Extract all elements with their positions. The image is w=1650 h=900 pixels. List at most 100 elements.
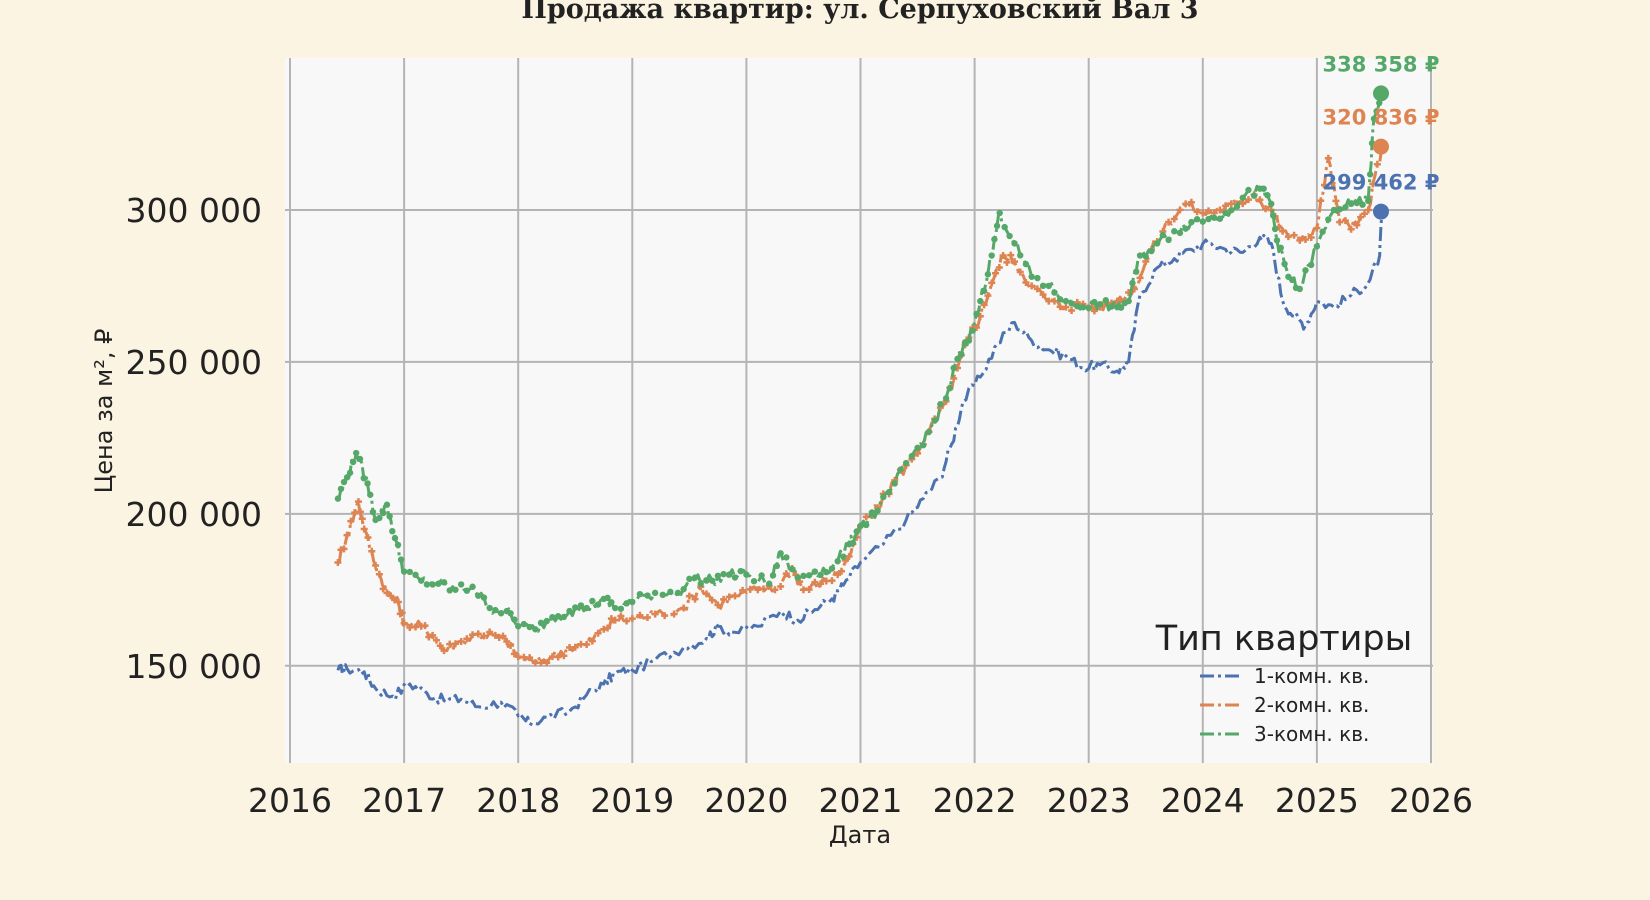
data-point xyxy=(999,252,1007,260)
data-point xyxy=(340,478,348,486)
data-point xyxy=(680,585,687,593)
legend-label: 3-комн. кв. xyxy=(1254,722,1369,746)
data-point xyxy=(674,589,682,597)
data-point xyxy=(611,616,619,624)
data-point xyxy=(973,310,980,318)
data-point xyxy=(1117,304,1125,311)
data-point xyxy=(515,623,522,630)
data-point xyxy=(680,604,688,612)
data-point xyxy=(379,509,387,517)
data-point xyxy=(1022,279,1030,287)
data-point xyxy=(1028,282,1036,290)
data-point xyxy=(1364,206,1372,214)
data-point xyxy=(988,279,996,287)
data-point xyxy=(394,598,402,606)
data-point xyxy=(739,586,747,594)
data-point xyxy=(507,610,514,617)
data-point xyxy=(1277,244,1284,251)
x-tick-labels: 2016 2017 2018 2019 2020 2021 2022 2023 2024 2025… xyxy=(248,781,1473,820)
data-point xyxy=(1199,218,1207,225)
data-point xyxy=(594,629,602,637)
data-point xyxy=(995,263,1003,271)
data-point xyxy=(1366,171,1374,178)
data-point xyxy=(731,592,739,600)
data-point xyxy=(604,594,611,602)
data-point xyxy=(537,619,545,627)
data-point xyxy=(1321,181,1329,189)
data-point xyxy=(1342,204,1349,211)
y-tick-label: 150 000 xyxy=(126,647,262,686)
data-point xyxy=(1182,225,1189,232)
data-point xyxy=(499,632,507,640)
data-point xyxy=(731,574,739,581)
data-point xyxy=(980,301,988,309)
data-point xyxy=(577,602,585,609)
data-point xyxy=(397,556,405,563)
data-point xyxy=(823,568,830,576)
data-point xyxy=(1239,200,1247,208)
data-point xyxy=(526,654,534,662)
data-point xyxy=(583,640,591,648)
data-point xyxy=(372,561,380,569)
data-point xyxy=(1001,223,1008,231)
data-point xyxy=(1273,237,1281,244)
data-point xyxy=(817,571,824,579)
legend-items: 1-комн. кв. 2-комн. кв. 3-комн. кв. xyxy=(1200,664,1369,746)
data-point xyxy=(629,598,636,606)
data-point xyxy=(891,480,898,487)
data-point xyxy=(984,271,992,278)
data-point xyxy=(777,550,784,557)
data-point xyxy=(885,488,893,496)
data-point xyxy=(937,400,944,408)
x-tick-label: 2023 xyxy=(1047,781,1131,820)
x-axis-label: Дата xyxy=(829,821,891,849)
data-point xyxy=(1357,213,1365,221)
data-point xyxy=(750,578,758,585)
data-point xyxy=(367,491,374,498)
data-point xyxy=(368,547,376,555)
x-tick-label: 2017 xyxy=(362,781,446,820)
data-point xyxy=(1170,215,1178,223)
data-point xyxy=(902,459,910,467)
data-point xyxy=(400,619,408,627)
data-point xyxy=(532,626,539,633)
data-point xyxy=(1288,276,1296,284)
data-point xyxy=(469,583,476,590)
end-value-label: 299 462 ₽ xyxy=(1323,171,1440,195)
data-point xyxy=(497,610,505,617)
data-point xyxy=(794,574,801,581)
data-point xyxy=(503,637,511,645)
data-point xyxy=(436,642,444,650)
data-point xyxy=(446,587,453,594)
data-point xyxy=(495,633,503,641)
data-point xyxy=(950,364,957,372)
data-point xyxy=(358,515,366,523)
data-point xyxy=(1313,224,1321,232)
data-point xyxy=(988,252,995,259)
data-point xyxy=(965,337,973,344)
data-point xyxy=(1365,197,1372,205)
legend-entry: 1-комн. кв. xyxy=(1200,664,1369,688)
data-point xyxy=(418,577,425,584)
data-point xyxy=(360,474,367,482)
data-point xyxy=(880,493,887,501)
data-point xyxy=(463,635,471,643)
data-point xyxy=(805,572,813,579)
data-point xyxy=(737,567,744,575)
data-point xyxy=(1062,303,1070,311)
data-point xyxy=(1290,231,1298,239)
data-point xyxy=(1171,228,1178,235)
data-point xyxy=(463,587,471,594)
data-point xyxy=(1239,194,1246,201)
data-point xyxy=(594,601,602,608)
data-point xyxy=(834,558,841,565)
data-point xyxy=(549,613,556,621)
data-point xyxy=(383,501,391,508)
data-point xyxy=(435,580,442,587)
data-point xyxy=(1373,108,1380,115)
data-point xyxy=(375,570,383,578)
y-tick-labels: 150 000 200 000 250 000 300 000 xyxy=(126,191,262,686)
data-point xyxy=(360,525,368,533)
legend-entry: 3-комн. кв. xyxy=(1200,722,1369,746)
data-point xyxy=(1022,260,1030,268)
